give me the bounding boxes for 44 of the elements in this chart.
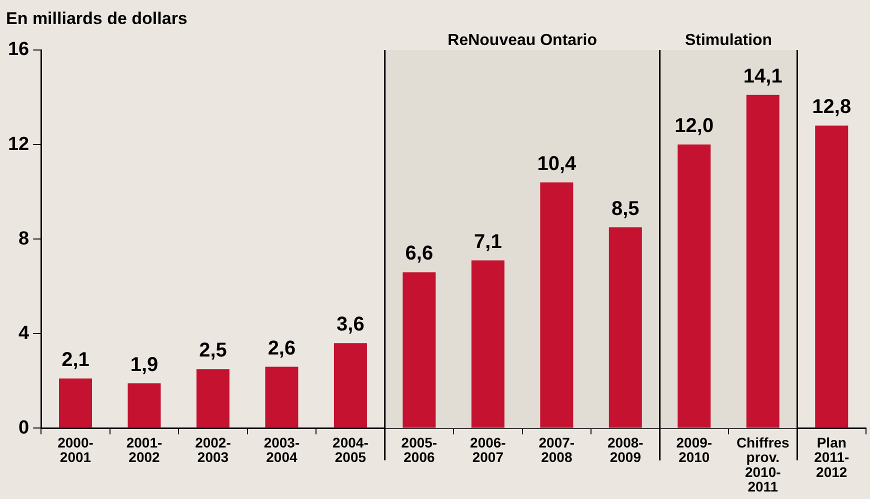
data-label: 8,5 <box>612 198 640 220</box>
data-label: 7,1 <box>474 230 502 253</box>
y-tick-label: 16 <box>8 39 30 60</box>
bar <box>540 182 574 428</box>
bar <box>59 378 92 428</box>
x-tick-label: 2006- 2007 <box>470 434 506 466</box>
data-label: 2,1 <box>62 349 90 372</box>
bar <box>128 383 161 428</box>
bar <box>678 144 711 428</box>
x-tick-label: 2009- 2010 <box>676 434 712 466</box>
bar <box>608 227 642 428</box>
x-tick-label: 2007- 2008 <box>538 434 575 466</box>
x-tick-label: 2002- 2003 <box>195 434 232 466</box>
band-label: Stimulation <box>684 32 772 49</box>
data-label: 10,4 <box>537 152 578 175</box>
band-label: ReNouveau Ontario <box>448 32 598 49</box>
y-tick-label: 12 <box>8 134 30 155</box>
y-tick-label: 0 <box>18 417 30 438</box>
data-label: 14,1 <box>743 65 782 88</box>
x-tick-label: 2004- 2005 <box>332 434 369 466</box>
bar <box>265 366 298 428</box>
bar <box>471 260 504 428</box>
x-tick-label: 2001- 2002 <box>126 434 162 466</box>
data-label: 12,0 <box>674 115 714 138</box>
x-tick-label: Plan 2011- 2012 <box>814 434 850 480</box>
bar <box>815 126 848 428</box>
x-tick-label: 2008- 2009 <box>608 434 644 466</box>
data-label: 2,5 <box>199 340 227 362</box>
data-label: 2,6 <box>268 337 296 360</box>
bar <box>746 94 780 428</box>
x-tick-label: 2003- 2004 <box>264 434 300 466</box>
x-tick-label: 2000- 2001 <box>58 434 94 466</box>
x-tick-label: 2005- 2006 <box>401 434 438 466</box>
data-label: 3,6 <box>336 314 364 336</box>
y-axis-title: En milliards de dollars <box>6 9 188 28</box>
bar <box>334 343 367 428</box>
x-tick-label: Chiffres prov. 2010- 2011 <box>736 434 790 495</box>
data-label: 1,9 <box>130 354 158 376</box>
data-label: 6,6 <box>405 242 434 265</box>
bar <box>196 369 230 428</box>
y-tick-label: 4 <box>18 322 30 344</box>
bar <box>402 272 436 428</box>
data-label: 12,8 <box>812 96 852 118</box>
y-tick-label: 8 <box>18 228 30 250</box>
